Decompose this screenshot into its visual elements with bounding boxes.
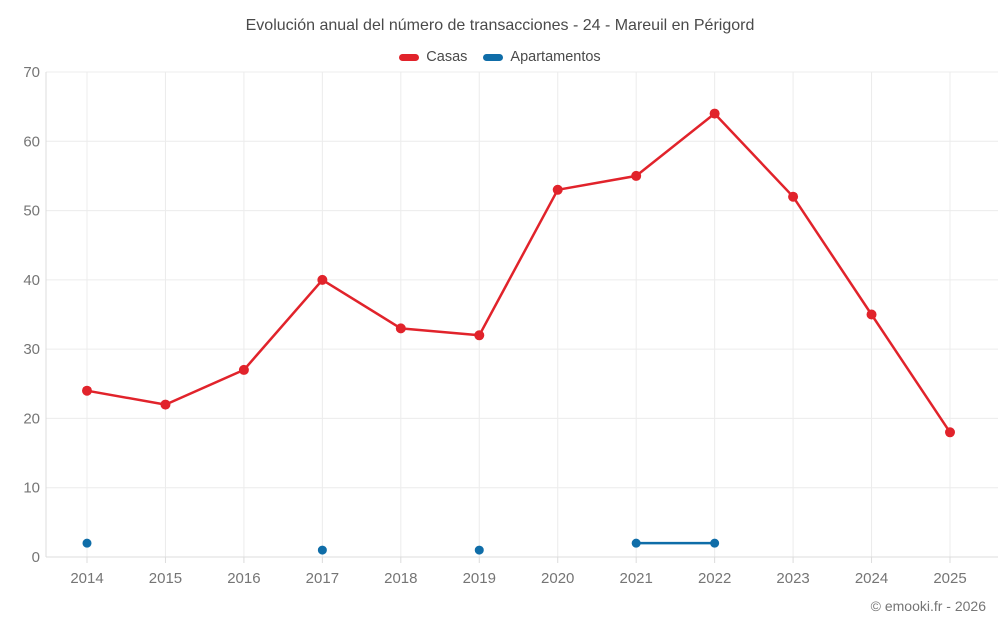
casas-point[interactable] — [395, 323, 406, 334]
y-tick-label: 0 — [32, 549, 40, 566]
y-tick-label: 30 — [23, 341, 40, 358]
x-tick-label: 2019 — [463, 570, 496, 587]
casas-point[interactable] — [82, 385, 92, 396]
apartamentos-point[interactable] — [82, 538, 92, 548]
x-tick-label: 2025 — [933, 570, 966, 587]
apartamentos-point[interactable] — [474, 545, 484, 555]
x-tick-label: 2024 — [855, 570, 888, 587]
y-tick-label: 60 — [23, 133, 40, 150]
casas-point[interactable] — [160, 399, 171, 410]
x-tick-label: 2015 — [149, 570, 182, 587]
casas-point[interactable] — [317, 274, 328, 285]
casas-point[interactable] — [945, 427, 955, 438]
copyright-text: © emooki.fr - 2026 — [870, 598, 986, 614]
legend-label-casas: Casas — [426, 49, 468, 65]
y-tick-label: 20 — [23, 410, 40, 427]
x-tick-label: 2020 — [541, 570, 574, 587]
legend: Casas Apartamentos — [0, 46, 1000, 68]
y-tick-label: 40 — [23, 272, 40, 289]
apartamentos-swatch-icon — [483, 53, 504, 61]
casas-point[interactable] — [788, 191, 799, 202]
y-tick-label: 10 — [23, 480, 40, 497]
x-tick-label: 2021 — [619, 570, 652, 587]
casas-point[interactable] — [631, 170, 642, 181]
x-tick-label: 2018 — [384, 570, 417, 587]
legend-item-apartamentos[interactable]: Apartamentos — [483, 49, 601, 65]
casas-point[interactable] — [474, 330, 485, 341]
casas-point[interactable] — [866, 309, 877, 320]
y-tick-label: 50 — [23, 203, 40, 220]
x-tick-label: 2014 — [70, 570, 103, 587]
legend-item-casas[interactable]: Casas — [399, 49, 467, 65]
y-tick-label: 70 — [23, 64, 40, 81]
casas-swatch-icon — [399, 53, 420, 61]
casas-point[interactable] — [709, 108, 720, 119]
legend-label-apartamentos: Apartamentos — [510, 49, 601, 65]
apartamentos-point[interactable] — [631, 538, 641, 548]
x-tick-label: 2022 — [698, 570, 731, 587]
apartamentos-point[interactable] — [317, 545, 327, 555]
casas-line — [85, 112, 952, 434]
apartamentos-point[interactable] — [710, 538, 720, 548]
chart-title: Evolución anual del número de transaccio… — [245, 17, 755, 34]
x-tick-label: 2017 — [306, 570, 339, 587]
x-tick-label: 2016 — [227, 570, 260, 587]
casas-point[interactable] — [552, 184, 563, 195]
casas-point[interactable] — [238, 364, 249, 375]
x-tick-label: 2023 — [776, 570, 809, 587]
